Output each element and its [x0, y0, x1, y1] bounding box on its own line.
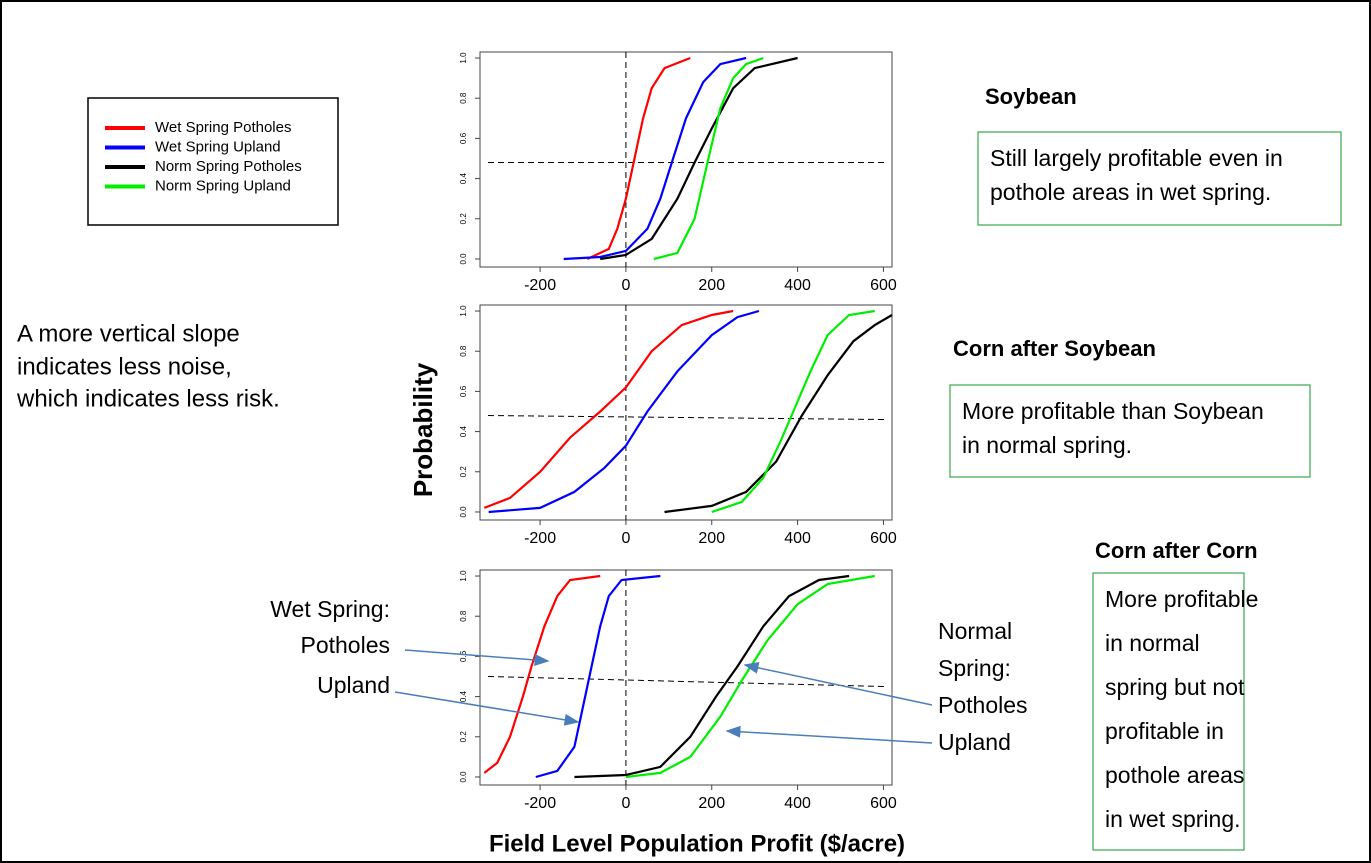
cdf-line [664, 314, 893, 514]
y-tick-label: 0.4 [459, 425, 468, 437]
y-tick-label: 0.8 [459, 610, 468, 622]
legend-box [87, 97, 339, 226]
arrow [394, 691, 580, 726]
callout-label: Wet Spring: [270, 596, 390, 622]
note-text: in wet spring. [1105, 806, 1241, 832]
legend-label: Wet Spring Upland [155, 138, 281, 155]
note-box [1092, 572, 1245, 851]
arrow [725, 725, 933, 744]
plot-frame [479, 51, 893, 268]
side-note: A more vertical slope [17, 320, 240, 347]
y-tick-label: 0.2 [459, 213, 468, 225]
cdf-line [483, 574, 601, 774]
cdf-line [600, 56, 798, 261]
x-tick-label: 400 [784, 277, 811, 294]
note-text: Still largely profitable even in [990, 145, 1283, 171]
note-box [977, 131, 1342, 226]
reference-hline [487, 675, 885, 688]
note-text: spring but not [1105, 674, 1245, 700]
y-axis-label: Probability [408, 362, 438, 497]
y-tick-label: 1.0 [459, 305, 468, 317]
y-tick-label: 0.6 [459, 650, 468, 662]
x-tick-label: 200 [698, 795, 725, 812]
y-tick-label: 0.8 [459, 92, 468, 104]
chart-title: Corn after Soybean [953, 336, 1156, 361]
x-axis-label: Field Level Population Profit ($/acre) [489, 830, 905, 857]
x-tick-label: -200 [524, 795, 556, 812]
side-note: which indicates less risk. [16, 385, 280, 412]
x-tick-label: 600 [870, 795, 897, 812]
x-tick-label: 400 [784, 795, 811, 812]
legend-label: Norm Spring Upland [155, 177, 291, 194]
x-tick-label: 200 [698, 277, 725, 294]
y-tick-label: 0.0 [459, 506, 468, 518]
x-tick-label: 0 [621, 530, 630, 547]
note-text: profitable in [1105, 718, 1224, 744]
cdf-line [625, 574, 875, 779]
callout-label: Upland [317, 672, 390, 698]
legend: Wet Spring Potholes Wet Spring Upland Norm… [105, 119, 302, 194]
note-box [949, 384, 1311, 478]
legend-label: Wet Spring Potholes [155, 119, 291, 136]
cdf-line [483, 309, 734, 509]
side-note: indicates less noise, [17, 353, 232, 380]
arrow [404, 649, 550, 666]
chart-title: Corn after Corn [1095, 538, 1258, 563]
x-tick-label: 0 [621, 277, 630, 294]
note-text: pothole areas in wet spring. [990, 179, 1271, 205]
y-tick-label: 0.0 [459, 771, 468, 783]
callout-label: Upland [938, 729, 1011, 755]
note-text: More profitable than Soybean [962, 398, 1264, 424]
note-text: pothole areas [1105, 762, 1244, 788]
cdf-line [711, 309, 875, 514]
callout-label: Normal [938, 618, 1012, 644]
y-tick-label: 0.4 [459, 690, 468, 702]
y-tick-label: 0.2 [459, 466, 468, 478]
y-tick-label: 0.2 [459, 731, 468, 743]
cdf-line [574, 574, 850, 779]
callout-label: Spring: [938, 655, 1011, 681]
note-text: in normal [1105, 630, 1200, 656]
y-tick-label: 0.0 [459, 253, 468, 265]
note-text: in normal spring. [962, 432, 1132, 458]
x-tick-label: -200 [524, 277, 556, 294]
y-tick-label: 0.8 [459, 345, 468, 357]
plot-frame [479, 304, 893, 521]
chart-title: Soybean [985, 84, 1077, 109]
legend-label: Norm Spring Potholes [155, 158, 302, 175]
callout-arrows [394, 649, 933, 744]
y-tick-label: 1.0 [459, 570, 468, 582]
y-tick-label: 1.0 [459, 52, 468, 64]
cdf-line [586, 56, 691, 260]
x-tick-label: -200 [524, 530, 556, 547]
x-tick-label: 600 [870, 277, 897, 294]
x-tick-label: 400 [784, 530, 811, 547]
cdf-line [488, 309, 760, 514]
cdf-line [563, 56, 747, 261]
x-tick-label: 600 [870, 530, 897, 547]
x-tick-label: 0 [621, 795, 630, 812]
callout-label: Potholes [938, 692, 1028, 718]
cdf-line [535, 574, 661, 779]
plot-frame [479, 569, 893, 786]
arrow [743, 661, 933, 706]
y-tick-label: 0.6 [459, 132, 468, 144]
y-tick-label: 0.4 [459, 172, 468, 184]
note-text: More profitable [1105, 586, 1258, 612]
cdf-line [653, 56, 764, 261]
callout-label: Potholes [300, 632, 390, 658]
x-tick-label: 200 [698, 530, 725, 547]
reference-hline [487, 415, 885, 421]
y-tick-label: 0.6 [459, 385, 468, 397]
